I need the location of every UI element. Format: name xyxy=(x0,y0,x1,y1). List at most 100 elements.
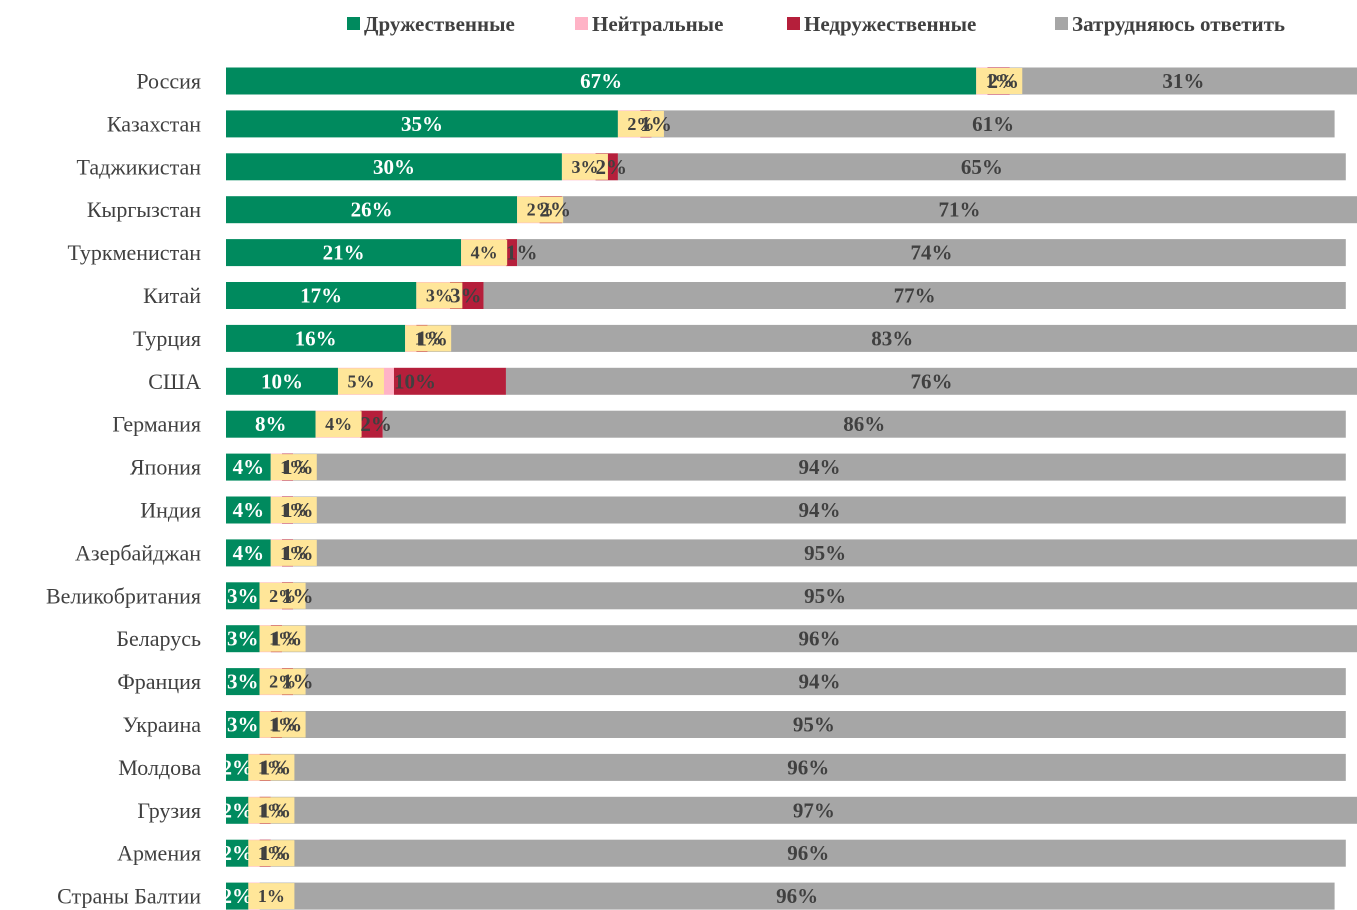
data-label: 1% xyxy=(282,541,314,565)
bar-segment xyxy=(617,153,1346,181)
data-label: 3% xyxy=(227,670,259,694)
data-label: 2% xyxy=(596,155,628,179)
bar-segment xyxy=(281,625,1357,653)
data-label: 31% xyxy=(1162,69,1204,93)
label-box xyxy=(248,754,295,781)
bar-segment xyxy=(226,67,977,95)
bar-segment xyxy=(505,367,1357,395)
label-box xyxy=(259,711,306,738)
data-label: 96% xyxy=(798,627,840,651)
label-box xyxy=(259,625,306,652)
data-label: 2% xyxy=(221,884,253,908)
label-box xyxy=(405,325,452,352)
data-label: 94% xyxy=(798,670,840,694)
bar-segment xyxy=(226,882,249,910)
data-label: 1% xyxy=(415,328,442,348)
label-box xyxy=(259,582,306,609)
bar-segment xyxy=(226,110,618,138)
label-box xyxy=(248,797,295,824)
bar-segment xyxy=(226,410,316,438)
bar-segment xyxy=(517,239,1346,267)
data-label: 1% xyxy=(282,670,314,694)
bar-segment xyxy=(1009,67,1357,95)
bar-segment xyxy=(293,539,1357,567)
data-label: 1% xyxy=(258,757,285,777)
data-label: 1% xyxy=(260,798,292,822)
label-box xyxy=(315,411,362,438)
data-label: 16% xyxy=(295,326,337,350)
data-label: 1% xyxy=(506,241,538,265)
data-label: 1% xyxy=(986,71,1013,91)
data-label: 61% xyxy=(972,112,1014,136)
data-label: 4% xyxy=(325,414,352,434)
data-label: 96% xyxy=(787,755,829,779)
bar-segment xyxy=(293,668,1346,696)
bar-segment xyxy=(226,839,249,867)
bar-segment xyxy=(270,796,1357,824)
category-label: Молдова xyxy=(118,755,201,780)
data-label: 26% xyxy=(351,198,393,222)
data-label: 1% xyxy=(282,584,314,608)
data-label: 10% xyxy=(394,369,436,393)
category-label: Беларусь xyxy=(116,626,201,651)
data-label: 17% xyxy=(300,284,342,308)
data-label: 65% xyxy=(961,155,1003,179)
category-label: Россия xyxy=(136,69,201,94)
data-label: 2% xyxy=(987,69,1019,93)
data-label: 1% xyxy=(282,498,314,522)
bar-segment xyxy=(226,753,249,781)
category-label: Азербайджан xyxy=(75,540,201,565)
data-label: 76% xyxy=(910,369,952,393)
category-label: Таджикистан xyxy=(77,154,202,179)
data-label: 1% xyxy=(258,886,285,906)
data-label: 4% xyxy=(233,541,265,565)
data-label: 3% xyxy=(571,157,598,177)
category-label: Индия xyxy=(140,498,201,523)
legend-label: Недружественные xyxy=(804,12,976,36)
category-label: США xyxy=(148,369,201,394)
category-label: Кыргызстан xyxy=(87,197,201,222)
data-label: 96% xyxy=(776,884,818,908)
data-label: 1% xyxy=(280,457,307,477)
data-label: 74% xyxy=(910,241,952,265)
label-box xyxy=(517,196,564,223)
data-label: 1% xyxy=(416,326,448,350)
data-label: 95% xyxy=(804,584,846,608)
bar-segment xyxy=(293,453,1346,481)
label-box xyxy=(248,840,295,867)
category-label: Германия xyxy=(112,412,201,437)
bar-segment xyxy=(226,453,271,481)
label-box xyxy=(617,110,664,137)
data-label: 95% xyxy=(804,541,846,565)
label-box xyxy=(248,883,295,910)
label-box xyxy=(561,153,608,180)
data-label: 21% xyxy=(323,241,365,265)
data-label: 95% xyxy=(793,713,835,737)
bar-segment xyxy=(270,839,1346,867)
data-label: 86% xyxy=(843,412,885,436)
bar-segment xyxy=(270,753,1346,781)
label-box xyxy=(270,497,317,523)
data-label: 1% xyxy=(260,841,292,865)
label-box xyxy=(270,539,317,566)
data-label: 1% xyxy=(271,627,303,651)
legend-marker xyxy=(1055,17,1068,30)
data-label: 2% xyxy=(269,672,296,692)
bar-segment xyxy=(505,239,518,267)
bar-segment xyxy=(226,539,271,567)
data-label: 96% xyxy=(787,841,829,865)
data-label: 2% xyxy=(221,798,253,822)
data-label: 1% xyxy=(269,715,296,735)
data-label: 3% xyxy=(227,627,259,651)
bar-segment xyxy=(427,324,1357,352)
bar-segment xyxy=(226,282,417,309)
bar-segment xyxy=(360,410,383,438)
data-label: 1% xyxy=(271,713,303,737)
label-box xyxy=(259,668,306,695)
category-label: Страны Балтии xyxy=(57,884,201,909)
legend-label: Нейтральные xyxy=(592,12,723,36)
bar-segment xyxy=(393,367,506,395)
data-label: 4% xyxy=(471,243,498,263)
bar-segment xyxy=(226,496,271,524)
data-label: 4% xyxy=(233,455,265,479)
